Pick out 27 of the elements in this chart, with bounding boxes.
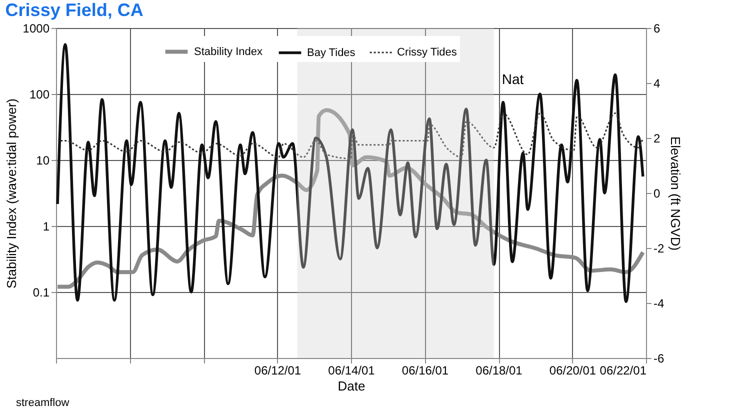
y2-axis-title: Elevation (ft NGVD) [668, 136, 684, 251]
y-tick-label: 0.1 [32, 286, 50, 300]
y2-tick-label: 6 [654, 22, 660, 36]
x-tick-label: 06/18/01 [476, 364, 523, 378]
legend-label: Bay Tides [307, 46, 356, 59]
text: streamflow [16, 397, 70, 409]
y-tick-label: 1 [42, 220, 50, 234]
x-tick-label: 06/22/01 [600, 364, 647, 378]
chart-title: Crissy Field, CA [5, 0, 144, 20]
x-tick-label: 06/16/01 [402, 364, 449, 378]
y2-tick-label: -2 [654, 242, 664, 256]
y2-tick-label: 4 [654, 76, 660, 90]
legend-label: Stability Index [194, 46, 263, 58]
y2-tick-label: -6 [654, 352, 664, 366]
x-tick-label: 06/12/01 [254, 364, 302, 378]
x-axis-title: Date [338, 378, 366, 394]
y-tick-label: 1000 [22, 22, 50, 36]
legend-label: Crissy Tides [397, 46, 458, 58]
band-label: Nat [502, 71, 524, 87]
y2-tick-label: -4 [654, 296, 664, 310]
y2-tick-label: 0 [654, 186, 660, 200]
x-tick-label: 06/14/01 [328, 364, 376, 378]
x-tick-label: 06/20/01 [549, 364, 596, 378]
y-tick-label: 100 [29, 88, 50, 102]
y-tick-label: 10 [36, 154, 50, 168]
y-axis-title: Stability Index (wave:tidal power) [4, 98, 19, 289]
y2-tick-label: 2 [654, 132, 660, 146]
